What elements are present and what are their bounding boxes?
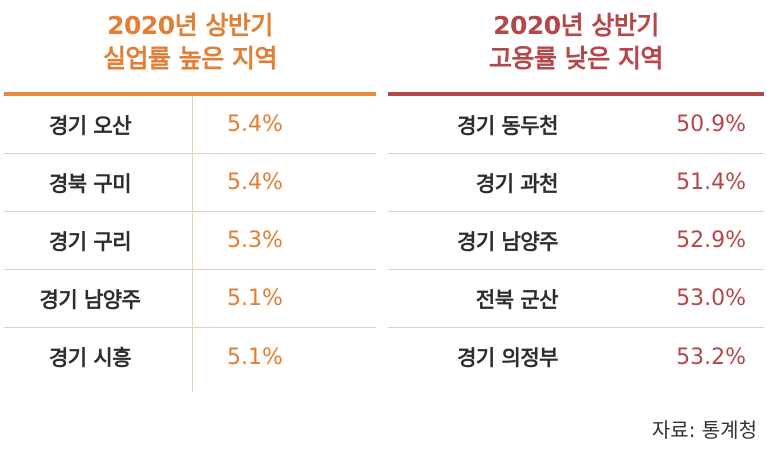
table-row: 경기 시흥 5.1% <box>4 328 376 386</box>
table-row: 경기 과천 51.4% <box>388 154 764 212</box>
region-name: 경기 과천 <box>475 171 559 196</box>
employment-rate: 53.0% <box>676 286 746 311</box>
unemployment-rate: 5.4% <box>227 170 283 195</box>
employment-title-line2: 고용률 낮은 지역 <box>489 44 663 73</box>
region-name: 경기 동두천 <box>457 113 558 138</box>
region-name: 경기 구리 <box>48 229 132 254</box>
table-row: 경기 남양주 52.9% <box>388 212 764 270</box>
region-name: 전북 군산 <box>475 287 559 312</box>
unemployment-table: 2020년 상반기 실업률 높은 지역 경기 오산 5.4% 경북 구미 5.4… <box>4 0 376 392</box>
table-row: 경북 구미 5.4% <box>4 154 376 212</box>
region-name: 경기 의정부 <box>457 346 558 370</box>
unemployment-rate: 5.4% <box>227 112 283 137</box>
unemployment-title-line2: 실업률 높은 지역 <box>103 44 277 73</box>
employment-rate: 52.9% <box>676 228 746 253</box>
employment-rate: 51.4% <box>676 170 746 195</box>
region-name: 경기 남양주 <box>39 287 141 312</box>
unemployment-rate: 5.1% <box>227 286 283 311</box>
employment-rows: 경기 동두천 50.9% 경기 과천 51.4% 경기 남양주 52.9% 전북… <box>388 96 764 386</box>
unemployment-rate: 5.3% <box>227 228 283 253</box>
region-name: 경북 구미 <box>48 171 132 196</box>
unemployment-title-line1: 2020년 상반기 <box>107 11 273 40</box>
employment-table: 2020년 상반기 고용률 낮은 지역 경기 동두천 50.9% 경기 과천 5… <box>388 0 764 386</box>
employment-rate: 53.2% <box>676 344 746 370</box>
table-row: 전북 군산 53.0% <box>388 270 764 328</box>
table-row: 경기 동두천 50.9% <box>388 96 764 154</box>
employment-rate: 50.9% <box>676 112 746 137</box>
table-row: 경기 구리 5.3% <box>4 212 376 270</box>
table-row: 경기 남양주 5.1% <box>4 270 376 328</box>
region-name: 경기 시흥 <box>48 346 132 370</box>
region-name: 경기 남양주 <box>457 229 558 254</box>
table-row: 경기 의정부 53.2% <box>388 328 764 386</box>
region-name: 경기 오산 <box>48 113 132 138</box>
unemployment-header-rule <box>4 92 376 96</box>
unemployment-table-title: 2020년 상반기 실업률 높은 지역 <box>4 0 376 92</box>
unemployment-rate: 5.1% <box>227 344 283 370</box>
employment-title-line1: 2020년 상반기 <box>493 11 659 40</box>
source-note: 자료: 통계청 <box>651 418 757 442</box>
unemployment-column-divider <box>192 96 193 392</box>
employment-header-rule <box>388 92 764 96</box>
unemployment-rows: 경기 오산 5.4% 경북 구미 5.4% 경기 구리 5.3% 경기 남양주 … <box>4 96 376 386</box>
table-row: 경기 오산 5.4% <box>4 96 376 154</box>
employment-table-title: 2020년 상반기 고용률 낮은 지역 <box>388 0 764 92</box>
